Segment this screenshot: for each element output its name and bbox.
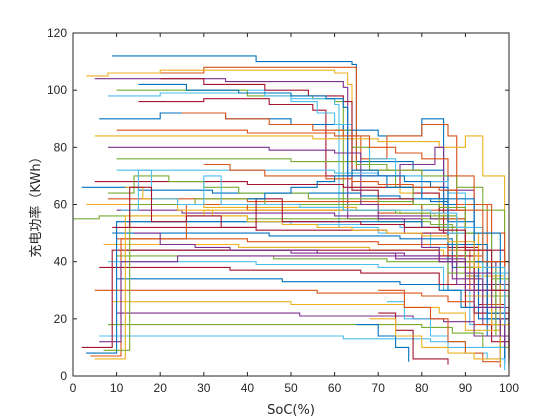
y-axis: 0 20 40 60 80 100 120 (47, 26, 509, 383)
y-tick-label-20: 20 (54, 312, 68, 326)
x-tick-label-10: 10 (110, 381, 124, 395)
x-axis-title: SoC(%) (267, 403, 315, 418)
series-line-29 (116, 278, 506, 359)
x-tick-label-100: 100 (499, 381, 519, 395)
x-tick-label-20: 20 (154, 381, 168, 395)
x-tick-label-50: 50 (284, 381, 298, 395)
y-tick-label-80: 80 (54, 140, 68, 154)
series-line-22 (112, 232, 501, 362)
series-line-27 (107, 261, 506, 365)
series-line-51 (182, 112, 506, 291)
series-line-30 (94, 289, 506, 354)
series-line-53 (134, 232, 510, 342)
x-tick-label-80: 80 (415, 381, 429, 395)
x-tick-label-40: 40 (241, 381, 255, 395)
series-line-58 (203, 163, 510, 319)
series-line-44 (378, 289, 501, 368)
series-line-39 (99, 255, 506, 348)
y-tick-label-40: 40 (54, 255, 68, 269)
x-tick-label-90: 90 (459, 381, 473, 395)
series-line-52 (125, 186, 501, 319)
x-axis: 0 10 20 30 40 50 60 70 80 90 100 (70, 33, 519, 395)
y-tick-label-0: 0 (60, 369, 67, 383)
series-line-45 (369, 318, 501, 365)
y-axis-title: 充电功率（KWh） (28, 150, 44, 257)
x-tick-label-60: 60 (328, 381, 342, 395)
series-line-23 (116, 238, 506, 342)
x-tick-label-0: 0 (70, 381, 77, 395)
series-layer (73, 55, 510, 371)
y-tick-label-60: 60 (54, 198, 68, 212)
y-tick-label-120: 120 (47, 26, 67, 40)
series-line-42 (378, 312, 449, 365)
y-tick-label-100: 100 (47, 83, 67, 97)
series-line-56 (112, 186, 510, 331)
series-line-12 (116, 158, 506, 319)
x-tick-label-70: 70 (372, 381, 386, 395)
series-line-10 (94, 135, 506, 248)
x-tick-label-30: 30 (197, 381, 211, 395)
